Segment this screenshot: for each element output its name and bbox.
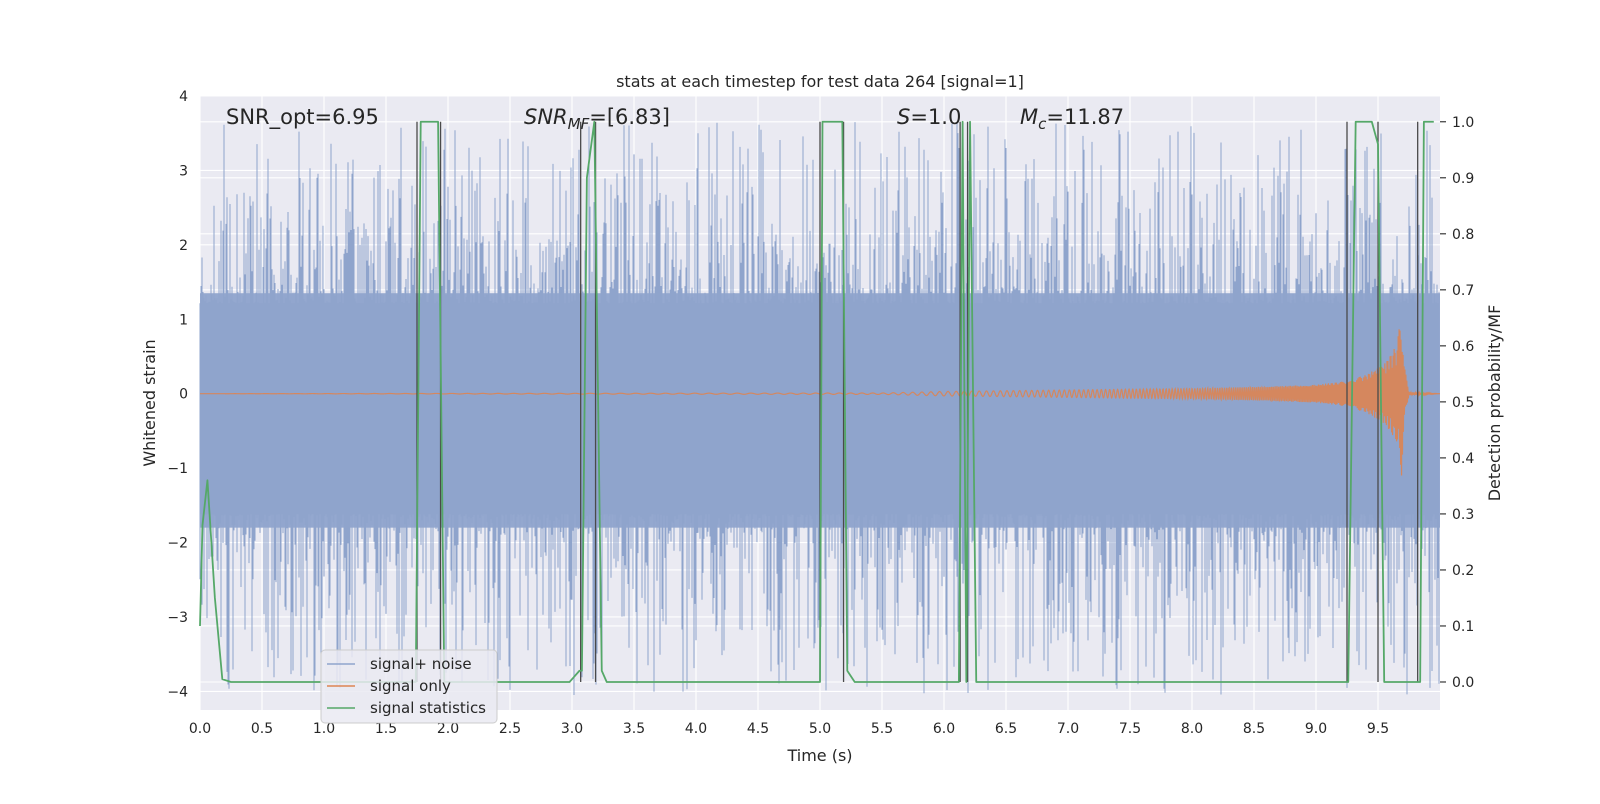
mc-value: =11.87: [1046, 105, 1124, 129]
right-y-tick-label: 1.0: [1452, 115, 1474, 131]
chart-title: stats at each timestep for test data 264…: [616, 72, 1024, 91]
legend-box: [320, 649, 498, 724]
x-tick-label: 7.5: [1119, 721, 1141, 737]
x-tick-label: 5.0: [809, 721, 831, 737]
right-y-tick-label: 0.3: [1452, 507, 1474, 523]
x-tick-label: 6.5: [995, 721, 1017, 737]
snr-opt-annotation: SNR_opt=6.95: [226, 105, 379, 130]
right-y-tick-label: 0.0: [1452, 675, 1474, 691]
x-tick-label: 3.0: [561, 721, 583, 737]
x-tick-label: 0.0: [189, 721, 211, 737]
left-y-tick-label: 2: [179, 238, 188, 254]
snr-mf-subscript: MF: [568, 115, 590, 133]
x-axis-ticks: 0.0 0.5 1.0 1.5 2.0 2.5 3.0 3.5 4.0 4.5 5.0 5.5 6.0 6…: [189, 721, 1389, 737]
x-tick-label: 6.0: [933, 721, 955, 737]
x-tick-label: 5.5: [871, 721, 893, 737]
left-y-tick-label: 3: [179, 163, 188, 179]
left-y-axis-ticks: 4 3 2 1 0 −1 −2 −3 −4: [167, 89, 188, 700]
x-tick-label: 8.0: [1181, 721, 1203, 737]
right-y-tick-label: 0.2: [1452, 563, 1474, 579]
x-tick-label: 7.0: [1057, 721, 1079, 737]
mc-annotation: Mc=11.87: [1020, 105, 1124, 133]
x-tick-label: 4.5: [747, 721, 769, 737]
x-tick-label: 1.0: [313, 721, 335, 737]
x-tick-label: 3.5: [623, 721, 645, 737]
right-y-tick-label: 0.9: [1452, 171, 1474, 187]
s-annotation: S=1.0: [897, 105, 961, 129]
noise-trace: [199, 122, 1440, 695]
right-y-tick-label: 0.5: [1452, 395, 1474, 411]
left-y-tick-label: −3: [167, 610, 188, 626]
left-y-tick-label: −2: [167, 536, 188, 552]
left-y-tick-label: −1: [167, 461, 188, 477]
legend-label-noise: signal+ noise: [370, 655, 472, 673]
right-y-tick-label: 0.8: [1452, 227, 1474, 243]
left-y-tick-label: 4: [179, 89, 188, 105]
x-tick-label: 9.0: [1305, 721, 1327, 737]
legend-label-signal: signal only: [370, 677, 451, 695]
x-tick-label: 8.5: [1243, 721, 1265, 737]
x-tick-label: 0.5: [251, 721, 273, 737]
right-y-axis-ticks: 1.0 0.9 0.8 0.7 0.6 0.5 0.4 0.3 0.2 0.1 0.0: [1440, 115, 1474, 691]
right-y-tick-label: 0.1: [1452, 619, 1474, 635]
legend-label-stats: signal statistics: [370, 699, 486, 717]
x-axis-label: Time (s): [786, 746, 852, 765]
right-y-tick-label: 0.7: [1452, 283, 1474, 299]
right-y-axis-label: Detection probability/MF: [1485, 305, 1504, 502]
s-value: =1.0: [910, 105, 961, 129]
left-y-tick-label: −4: [167, 684, 188, 700]
snr-mf-value: =[6.83]: [589, 105, 670, 129]
left-y-axis-label: Whitened strain: [140, 339, 159, 466]
x-tick-label: 2.0: [437, 721, 459, 737]
x-tick-label: 2.5: [499, 721, 521, 737]
mc-subscript: c: [1038, 115, 1047, 133]
snr-mf-annotation: SNRMF=[6.83]: [524, 105, 670, 133]
left-y-tick-label: 1: [179, 312, 188, 328]
left-y-tick-label: 0: [179, 387, 188, 403]
snr-mf-symbol: SNR: [524, 105, 568, 129]
legend: signal+ noise signal only signal statist…: [320, 649, 498, 724]
right-y-tick-label: 0.6: [1452, 339, 1474, 355]
x-tick-label: 1.5: [375, 721, 397, 737]
x-tick-label: 9.5: [1367, 721, 1389, 737]
right-y-tick-label: 0.4: [1452, 451, 1474, 467]
mc-symbol: M: [1020, 105, 1038, 129]
x-tick-label: 4.0: [685, 721, 707, 737]
s-symbol: S: [897, 105, 910, 129]
